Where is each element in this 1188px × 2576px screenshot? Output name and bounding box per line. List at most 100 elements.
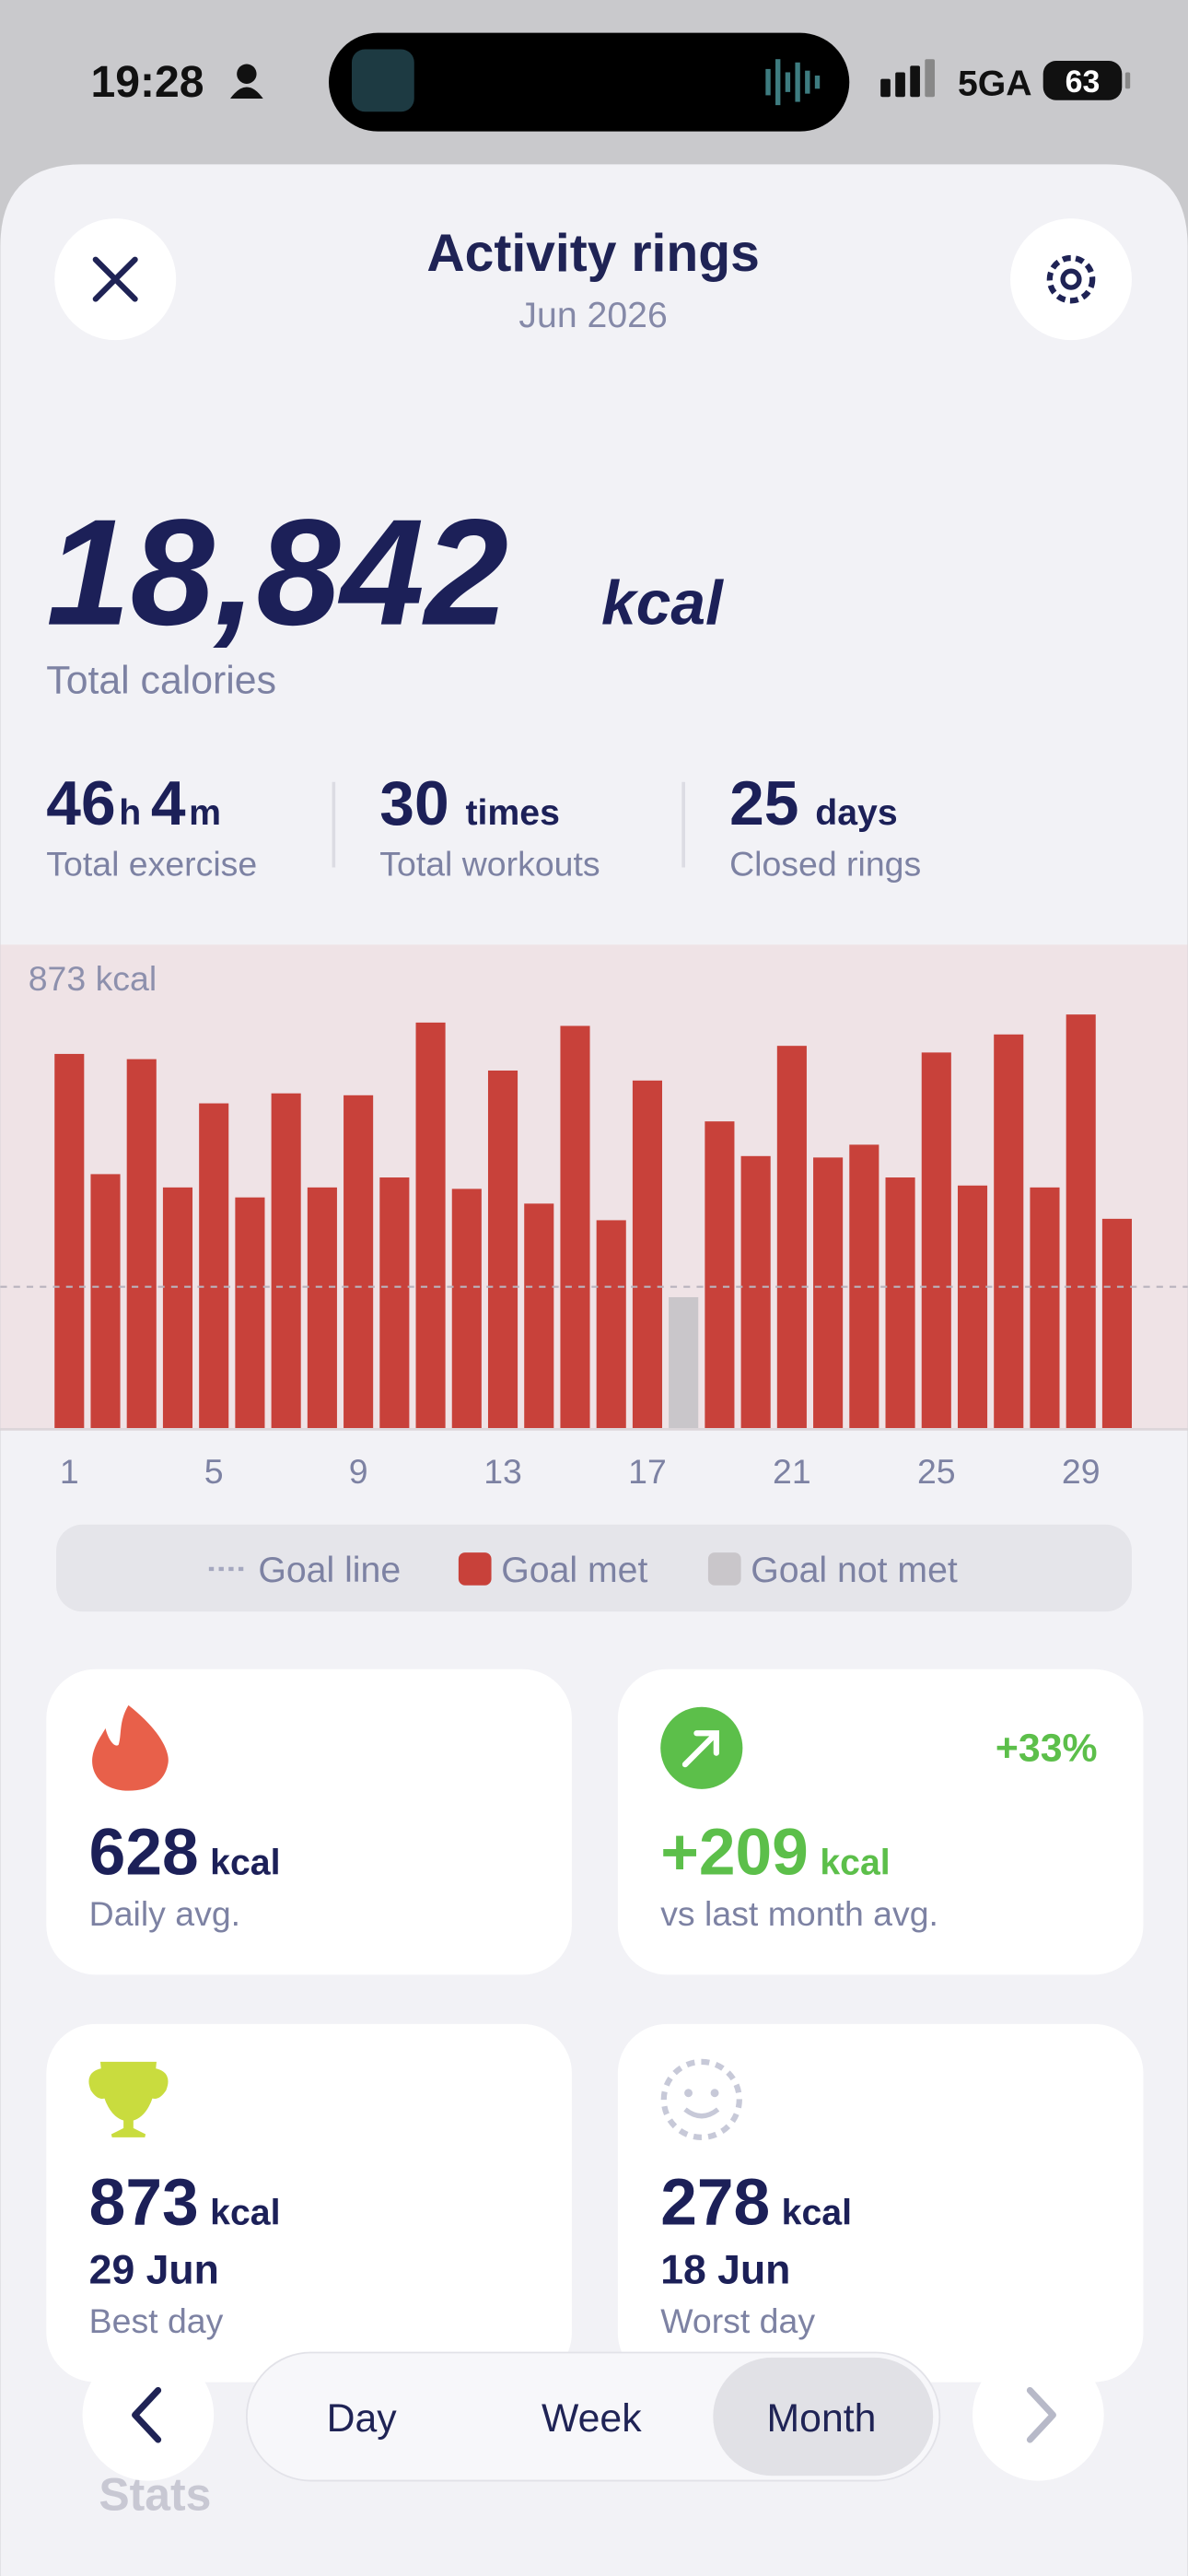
x-tick-label: 25 <box>917 1452 956 1491</box>
island-artwork <box>351 49 414 112</box>
total-value: 18,842 <box>46 487 508 657</box>
legend-swatch <box>707 1552 741 1586</box>
change-value: +209 kcal <box>660 1816 890 1890</box>
signal-icon <box>880 59 936 98</box>
bar <box>669 1296 699 1430</box>
bar <box>596 1220 626 1430</box>
rings-label: Closed rings <box>729 844 921 883</box>
legend-swatch <box>458 1552 492 1586</box>
bar <box>415 1022 446 1430</box>
bar <box>90 1174 121 1430</box>
bar <box>849 1144 879 1430</box>
bar <box>957 1185 988 1430</box>
bar <box>126 1059 157 1430</box>
island-waveform <box>765 59 821 106</box>
battery <box>1042 60 1123 100</box>
worst-value: 278 kcal <box>660 2165 852 2239</box>
change-label: vs last month avg. <box>660 1894 938 1933</box>
rings-value: 25 days <box>729 769 898 838</box>
page-title: Activity rings <box>426 224 759 283</box>
x-tick-label: 9 <box>349 1452 368 1491</box>
smiley-icon <box>660 2058 742 2141</box>
battery-tip <box>1124 72 1131 89</box>
exercise-value: 46 h 4 m <box>46 769 221 838</box>
selected-tab <box>713 2357 934 2476</box>
bar <box>560 1025 590 1430</box>
settings-icon <box>1046 254 1096 304</box>
legend-label: Goal not met <box>751 1550 958 1590</box>
dynamic-island <box>329 32 850 132</box>
bar <box>379 1177 410 1430</box>
daily-avg-label: Daily avg. <box>89 1894 240 1933</box>
worst-label: Worst day <box>660 2301 815 2340</box>
tab[interactable]: Day <box>327 2396 398 2441</box>
x-tick-label: 21 <box>773 1452 811 1491</box>
bar <box>705 1121 735 1430</box>
card <box>617 1669 1144 1975</box>
change-badge: +33% <box>996 1727 1098 1771</box>
person-icon <box>237 64 257 84</box>
network-type: 5GA <box>958 63 1032 103</box>
max-annotation: 873 kcal <box>29 959 157 998</box>
bar <box>487 1070 518 1430</box>
bar <box>162 1187 193 1430</box>
flame-icon <box>92 1704 169 1791</box>
bar <box>740 1155 771 1430</box>
legend-label: Goal met <box>501 1550 647 1590</box>
bar-chart: 1 5 9 13 17 21 25 29 <box>0 1014 1188 1491</box>
bar <box>307 1187 337 1430</box>
bar <box>921 1052 951 1430</box>
clock: 19:28 <box>90 57 204 107</box>
x-tick-label: 17 <box>628 1452 667 1491</box>
legend-label: Goal line <box>258 1550 401 1590</box>
workouts-label: Total workouts <box>379 844 600 883</box>
person-icon-body <box>230 87 263 99</box>
x-tick-label: 13 <box>483 1452 522 1491</box>
smiley-mouth <box>683 2107 720 2119</box>
settings-button[interactable] <box>1010 218 1132 341</box>
prev-button[interactable] <box>82 2348 215 2481</box>
bar <box>271 1093 301 1430</box>
bar <box>1101 1218 1132 1430</box>
bar <box>885 1177 915 1430</box>
bar <box>524 1203 554 1430</box>
bar <box>994 1034 1024 1430</box>
best-value: 873 kcal <box>89 2165 281 2239</box>
battery-level: 63 <box>1066 64 1101 100</box>
bar <box>632 1080 663 1430</box>
bar <box>199 1103 229 1430</box>
bar <box>54 1053 85 1430</box>
workouts-value: 30 times <box>379 769 560 838</box>
best-label: Best day <box>89 2301 224 2340</box>
best-date: 29 Jun <box>89 2248 219 2293</box>
card <box>46 2023 572 2383</box>
x-tick-label: 5 <box>204 1452 224 1491</box>
daily-avg-value: 628 kcal <box>89 1816 281 1890</box>
bar <box>776 1046 807 1430</box>
close-icon <box>92 256 138 302</box>
card <box>46 1669 572 1975</box>
tab[interactable]: Week <box>542 2396 642 2441</box>
exercise-label: Total exercise <box>46 844 257 883</box>
next-icon <box>1026 2386 1056 2443</box>
x-tick-label: 1 <box>60 1452 79 1491</box>
bar <box>451 1188 482 1430</box>
total-label: Total calories <box>46 658 276 702</box>
prev-icon <box>132 2386 162 2443</box>
x-tick-label: 29 <box>1062 1452 1101 1491</box>
legend <box>56 1524 1132 1612</box>
page-subtitle: Jun 2026 <box>518 295 667 335</box>
card <box>617 2023 1144 2383</box>
bar <box>344 1095 374 1430</box>
smiley-eye <box>684 2089 693 2098</box>
bar <box>235 1197 265 1430</box>
trophy-icon <box>88 2061 169 2137</box>
bar <box>1030 1187 1060 1430</box>
settings-icon-hub <box>1060 268 1082 290</box>
chart-area <box>0 944 1188 1430</box>
next-button[interactable] <box>973 2348 1104 2481</box>
total-unit: kcal <box>601 569 724 638</box>
bar <box>1066 1014 1096 1430</box>
tab[interactable]: Month <box>767 2396 877 2441</box>
